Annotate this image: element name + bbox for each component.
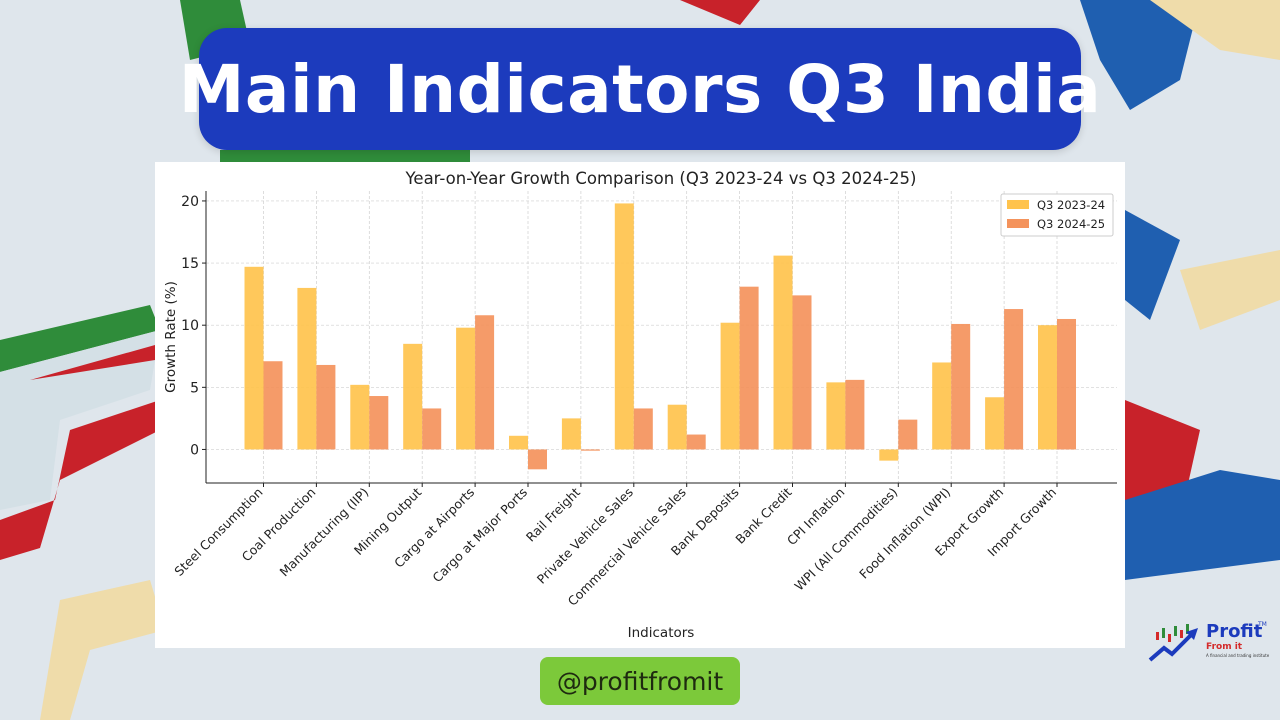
bar-q3-2023-24 (614, 203, 634, 450)
x-tick-label: Manufacturing (IIP) (277, 485, 372, 580)
bar-q3-2023-24 (667, 404, 687, 450)
legend-swatch (1007, 219, 1029, 228)
bar-q3-2023-24 (826, 382, 846, 450)
bar-q3-2023-24 (244, 266, 264, 450)
bar-q3-2023-24 (561, 418, 581, 450)
bar-q3-2023-24 (879, 449, 899, 461)
bar-q3-2024-25 (475, 315, 495, 450)
social-handle: @profitfromit (556, 666, 724, 696)
bar-q3-2024-25 (528, 449, 547, 470)
x-tick-label: Food Inflation (WPI) (856, 485, 953, 582)
bar-q3-2024-25 (739, 286, 759, 450)
legend-label: Q3 2024-25 (1037, 217, 1105, 231)
legend-label: Q3 2023-24 (1037, 198, 1105, 212)
handle-badge[interactable]: @profitfromit (540, 657, 740, 705)
bar-q3-2023-24 (720, 322, 740, 450)
logo-subtitle: From it (1206, 642, 1243, 652)
bar-q3-2024-25 (369, 396, 389, 450)
x-axis-label: Indicators (628, 625, 695, 641)
bar-q3-2024-25 (580, 449, 600, 451)
logo-trademark: TM (1258, 621, 1267, 628)
bar-q3-2024-25 (951, 323, 971, 450)
bar-q3-2024-25 (422, 408, 442, 450)
bar-q3-2024-25 (263, 361, 283, 450)
bar-q3-2024-25 (845, 379, 865, 450)
bar-q3-2023-24 (297, 287, 317, 450)
bar-q3-2024-25 (1004, 309, 1024, 450)
y-tick-label: 5 (190, 380, 199, 396)
title-banner: Main Indicators Q3 India (179, 28, 1101, 150)
chart-title: Year-on-Year Growth Comparison (Q3 2023-… (405, 169, 917, 188)
bar-q3-2023-24 (403, 343, 423, 450)
bar-q3-2024-25 (898, 419, 918, 450)
bar-q3-2024-25 (633, 408, 653, 450)
logo-wordmark: Profit (1206, 621, 1263, 642)
bar-q3-2023-24 (773, 255, 793, 450)
bar-q3-2023-24 (932, 362, 952, 450)
x-tick-label: Steel Consumption (171, 485, 265, 579)
page-title: Main Indicators Q3 India (178, 50, 1102, 128)
bar-q3-2024-25 (792, 295, 812, 450)
x-tick-label: Private Vehicle Sales (534, 485, 636, 587)
logo-tagline: A financial and trading institute (1206, 653, 1270, 658)
y-axis-label: Growth Rate (%) (163, 281, 179, 393)
bar-q3-2023-24 (350, 384, 370, 450)
rising-arrow-icon (1148, 624, 1198, 662)
legend-swatch (1007, 200, 1029, 209)
bar-q3-2024-25 (686, 434, 706, 450)
chart-panel: 0 5 10 15 20 Steel Consumption Coal Production… (155, 162, 1125, 648)
y-tick-label: 15 (181, 256, 199, 272)
bar-q3-2024-25 (316, 364, 336, 450)
y-tick-label: 20 (181, 194, 199, 210)
y-tick-label: 10 (181, 318, 199, 334)
bar-q3-2023-24 (985, 397, 1005, 450)
x-tick-label: WPI (All Commodities) (791, 485, 900, 594)
bar-q3-2024-25 (1057, 318, 1076, 450)
bar-q3-2023-24 (509, 435, 528, 450)
y-tick-label: 0 (190, 442, 199, 458)
brand-logo: Profit TM From it A financial and tradin… (1146, 618, 1270, 668)
bar-q3-2023-24 (1038, 325, 1057, 450)
bar-q3-2023-24 (456, 327, 476, 450)
x-tick-label: Cargo at Major Ports (429, 485, 530, 586)
